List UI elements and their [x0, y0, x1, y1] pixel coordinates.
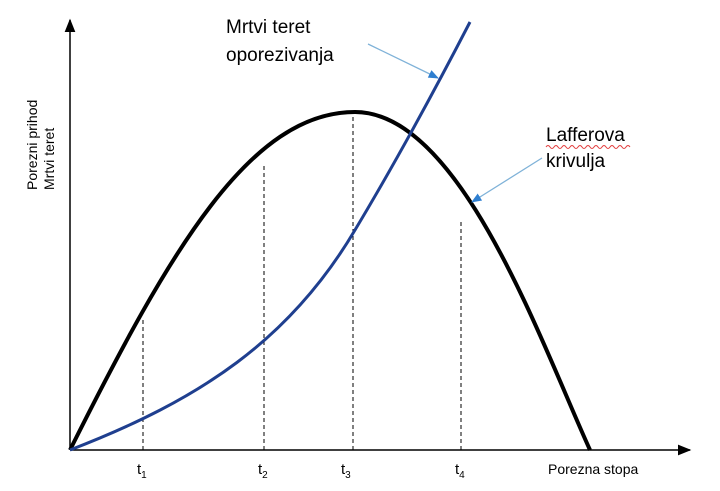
deadweight-label-line1: Mrtvi teret [226, 17, 311, 38]
y-axis-label-line1: Porezni prihod [24, 100, 40, 190]
deadweight-label: Mrtvi teret oporezivanja [226, 17, 334, 66]
y-axis-label-line2: Mrtvi teret [41, 128, 57, 190]
tick-label-t4-main: t [455, 461, 460, 478]
deadweight-label-line2: oporezivanja [226, 45, 334, 66]
deadweight-pointer-arrow [367, 43, 439, 79]
tick-label-t4: t4 [455, 461, 465, 481]
laffer-label: Lafferova krivulja [546, 125, 630, 172]
tick-label-t3-sub: 3 [345, 470, 351, 481]
spellcheck-underline [545, 145, 631, 149]
tick-label-t2-main: t [258, 461, 263, 478]
tick-label-t4-sub: 4 [459, 470, 465, 481]
x-axis-label: Porezna stopa [548, 461, 638, 477]
laffer-pointer-arrow [471, 157, 543, 203]
tick-label-t2-sub: 2 [262, 470, 268, 481]
deadweight-curve [69, 21, 472, 452]
y-axis-label: Porezni prihod Mrtvi teret [24, 96, 57, 190]
tick-label-t3: t3 [341, 461, 351, 481]
tick-label-t2: t2 [258, 461, 268, 481]
tick-label-t1-main: t [137, 461, 142, 478]
tick-label-t1-sub: 1 [141, 470, 147, 481]
laffer-label-line2: krivulja [546, 151, 606, 172]
tick-label-t1: t1 [137, 461, 147, 481]
tick-label-t3-main: t [341, 461, 346, 478]
laffer-label-line1: Lafferova [546, 125, 625, 146]
laffer-curve [68, 109, 592, 451]
